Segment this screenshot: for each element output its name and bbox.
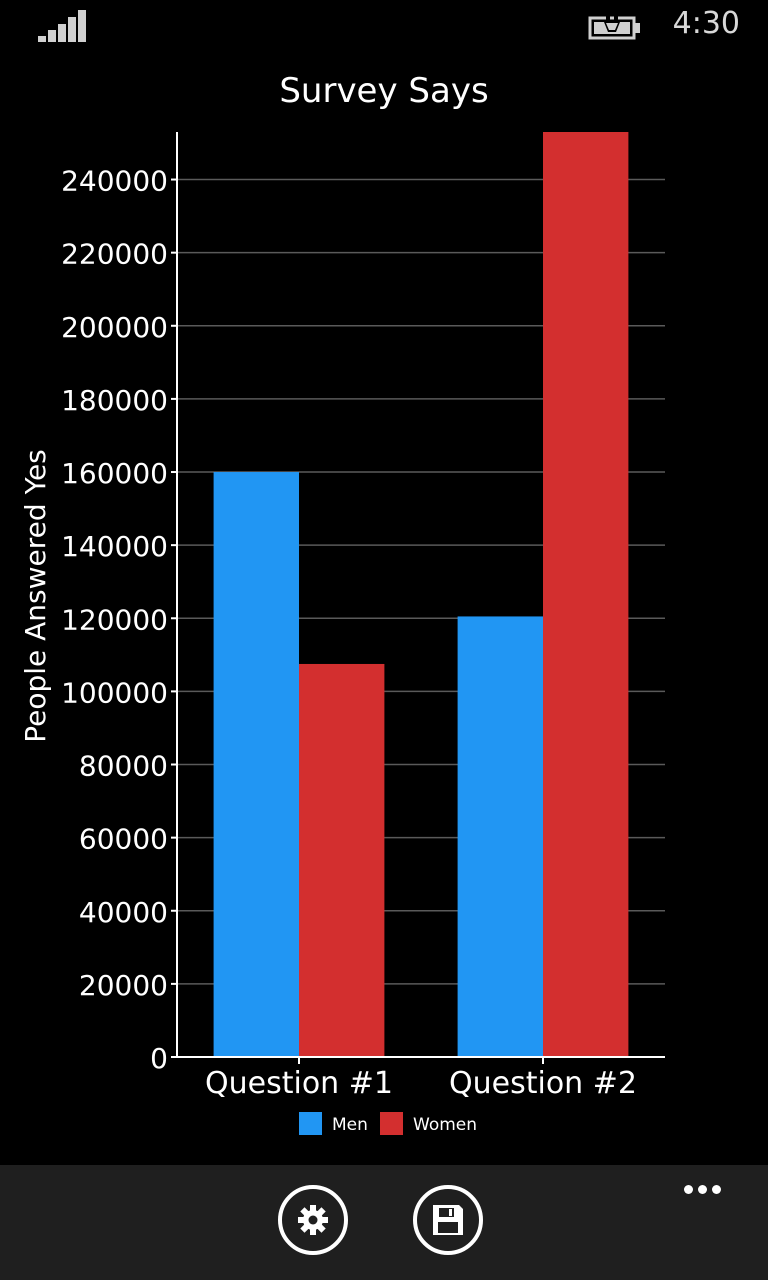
bar-women-1 <box>299 663 385 1057</box>
bar-men-1 <box>213 472 299 1057</box>
more-options-button[interactable] <box>684 1179 734 1199</box>
y-axis-label: People Answered Yes <box>19 449 52 743</box>
legend-label-women: Women <box>413 1115 477 1135</box>
floppy-disk-icon <box>433 1205 463 1235</box>
ellipsis-icon <box>684 1185 693 1194</box>
y-tick-label: 80000 <box>79 750 168 783</box>
y-tick-label: 140000 <box>61 530 168 563</box>
y-tick-label: 180000 <box>61 384 168 417</box>
chart-legend: Men Women <box>299 1112 477 1135</box>
y-tick-label: 220000 <box>61 238 168 271</box>
save-button[interactable] <box>413 1185 483 1255</box>
settings-button[interactable] <box>278 1185 348 1255</box>
x-tick-label: Question #2 <box>449 1066 637 1101</box>
y-tick-label: 0 <box>150 1042 168 1075</box>
y-tick-label: 20000 <box>79 969 168 1002</box>
y-tick-label: 240000 <box>61 165 168 198</box>
app-bar <box>0 1165 768 1280</box>
y-tick-label: 40000 <box>79 896 168 929</box>
gear-icon <box>298 1205 328 1235</box>
y-tick-label: 200000 <box>61 311 168 344</box>
legend-swatch-women <box>380 1112 403 1135</box>
y-tick-label: 160000 <box>61 457 168 490</box>
y-tick-labels: 0 20000 40000 60000 80000 100000 120000 140000 1… <box>61 165 177 1075</box>
y-tick-label: 120000 <box>61 603 168 636</box>
x-tick-label: Question #1 <box>205 1066 393 1101</box>
chart-title: Survey Says <box>279 71 488 111</box>
y-tick-label: 60000 <box>79 823 168 856</box>
battery-charging-icon <box>588 14 640 40</box>
bar-women-2 <box>543 132 629 1057</box>
chart-svg: Survey Says 0 20000 40000 60000 80000 100000 1… <box>19 71 665 1135</box>
bars <box>213 132 629 1057</box>
bar-chart: Survey Says 0 20000 40000 60000 80000 100000 1… <box>0 56 768 1160</box>
legend-label-men: Men <box>332 1115 368 1135</box>
status-bar: 4:30 <box>0 0 768 56</box>
y-tick-label: 100000 <box>61 676 168 709</box>
legend-swatch-men <box>299 1112 322 1135</box>
clock: 4:30 <box>672 6 740 41</box>
signal-bars-icon <box>38 10 86 42</box>
x-tick-labels: Question #1 Question #2 <box>205 1057 637 1101</box>
bar-men-2 <box>457 616 543 1057</box>
